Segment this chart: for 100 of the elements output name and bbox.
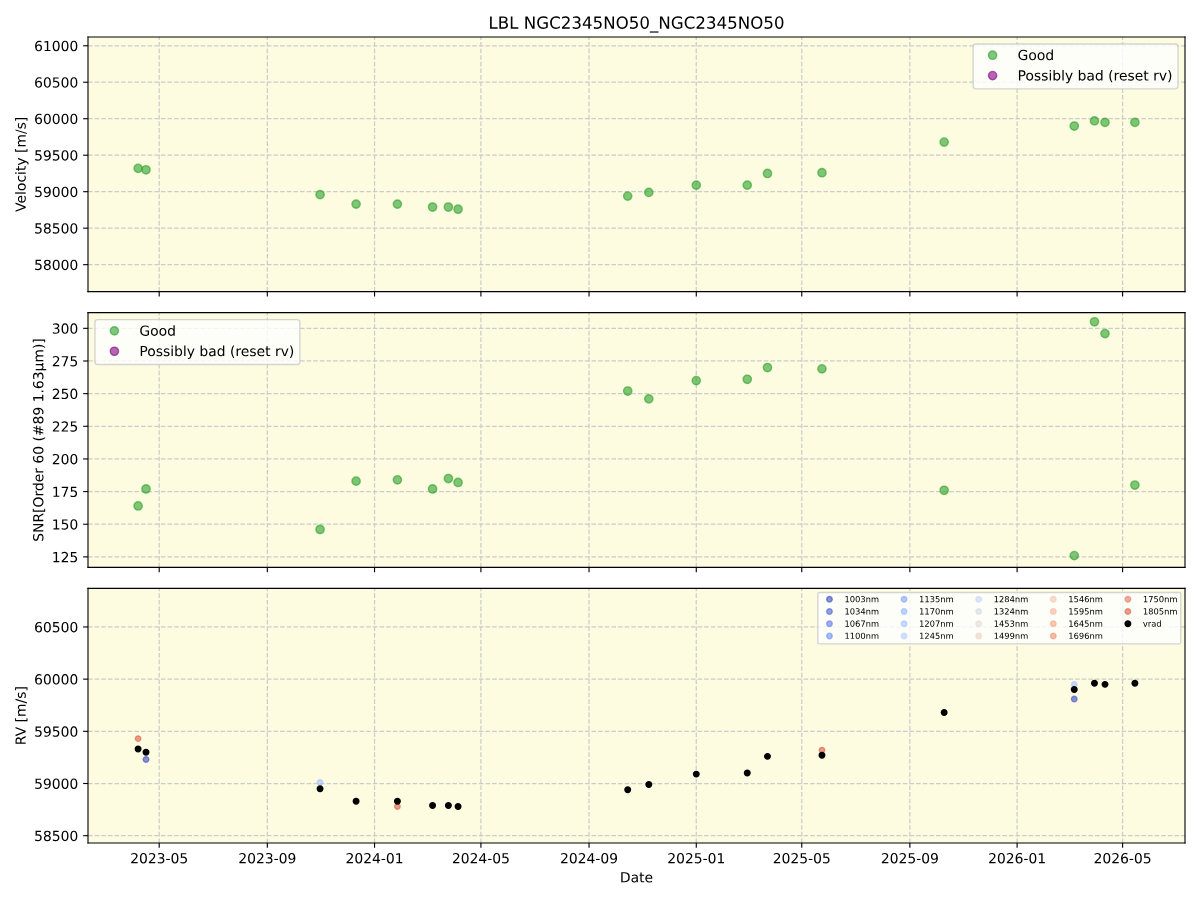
point — [444, 801, 452, 809]
point — [622, 386, 633, 396]
point — [392, 474, 403, 485]
legend-label: 1135nm — [919, 595, 953, 603]
y-tick-label: 250 — [52, 388, 78, 400]
point — [624, 786, 632, 794]
x-tick-label: 2025-09 — [881, 852, 938, 864]
x-tick-label: 2025-01 — [668, 852, 725, 864]
point — [351, 476, 361, 487]
point — [454, 802, 462, 810]
point — [1089, 116, 1100, 126]
point — [1130, 117, 1140, 128]
point — [315, 189, 325, 200]
x-tick-label: 2023-05 — [131, 852, 187, 864]
y-tick-label: 175 — [53, 486, 78, 498]
y-tick-label: 60500 — [35, 77, 78, 88]
point — [352, 797, 360, 805]
y-tick-label: 150 — [53, 519, 78, 530]
y-axis-title: SNR[Order 60 (#89 1.63μm)] — [32, 339, 47, 541]
legend-label: 1499nm — [994, 632, 1028, 639]
point — [742, 180, 753, 190]
chart-title: LBL NGC2345NO50_NGC2345NO50 — [490, 16, 784, 33]
point — [817, 167, 827, 178]
legend-label: Good — [140, 325, 175, 336]
legend-label: 1546nm — [1069, 595, 1103, 603]
y-tick-label: 59000 — [35, 186, 78, 198]
y-tick-label: 59500 — [35, 150, 78, 161]
legend-label: Possibly bad (reset rv) — [140, 345, 294, 359]
point — [1131, 679, 1139, 687]
point — [1070, 686, 1078, 694]
point — [453, 477, 463, 488]
point — [429, 801, 437, 809]
point — [453, 204, 463, 215]
point — [939, 137, 950, 147]
y-tick-label: 300 — [52, 323, 78, 334]
point — [141, 484, 151, 494]
legend-label: 1595nm — [1069, 608, 1103, 615]
y-tick-label: 200 — [52, 453, 78, 465]
point — [692, 770, 700, 778]
legend-label: 1003nm — [845, 595, 879, 603]
point — [762, 362, 773, 373]
legend-label: 1453nm — [994, 620, 1028, 627]
point — [1069, 550, 1080, 561]
x-tick-label: 2024-09 — [561, 852, 618, 864]
point — [762, 168, 773, 179]
legend-label: 1100nm — [845, 632, 879, 639]
x-tick-label: 2024-05 — [452, 852, 509, 864]
point — [134, 745, 142, 753]
point — [133, 501, 143, 511]
point — [691, 375, 702, 386]
point — [351, 199, 361, 209]
legend-label: 1750nm — [1143, 595, 1177, 603]
legend-label: 1284nm — [994, 595, 1028, 603]
y-tick-label: 58000 — [35, 259, 78, 271]
point — [141, 164, 151, 175]
point — [1100, 117, 1110, 128]
point — [1069, 121, 1080, 131]
y-axis-title: Velocity [m/s] — [15, 117, 29, 212]
point — [142, 748, 150, 756]
y-tick-label: 60500 — [35, 621, 78, 633]
point — [1090, 679, 1098, 687]
legend-label: 1245nm — [919, 632, 953, 639]
point — [691, 180, 702, 190]
point — [443, 473, 454, 484]
legend-label: 1696nm — [1069, 632, 1103, 639]
legend-label: Good — [1018, 49, 1053, 61]
point — [316, 785, 324, 793]
point — [939, 485, 950, 496]
y-tick-label: 60000 — [35, 113, 78, 125]
point — [645, 781, 653, 789]
point — [134, 735, 142, 743]
point — [392, 199, 403, 209]
y-tick-label: 58500 — [35, 223, 78, 234]
x-tick-label: 2026-01 — [989, 852, 1045, 864]
y-tick-label: 60000 — [35, 674, 78, 685]
point — [940, 709, 948, 717]
y-tick-label: 58500 — [35, 830, 78, 842]
legend-label: 1645nm — [1069, 620, 1103, 627]
legend-label: 1207nm — [919, 620, 953, 627]
y-axis-title: RV [m/s] — [15, 687, 28, 744]
point — [315, 524, 325, 535]
legend-label: 1034nm — [845, 608, 879, 615]
y-tick-label: 61000 — [35, 40, 78, 52]
point — [316, 778, 324, 786]
point — [142, 756, 150, 763]
x-tick-label: 2025-05 — [773, 852, 830, 864]
x-tick-label: 2024-01 — [346, 852, 403, 864]
legend-label: 1067nm — [845, 620, 879, 627]
x-tick-label: 2026-05 — [1094, 852, 1151, 864]
legend-label: vrad — [1143, 620, 1161, 627]
point — [443, 202, 454, 212]
point — [1089, 316, 1100, 327]
point — [763, 752, 771, 760]
point — [643, 187, 654, 198]
legend-label: 1170nm — [919, 608, 953, 615]
point — [1100, 328, 1110, 339]
point — [393, 797, 401, 805]
point — [743, 769, 751, 777]
x-tick-label: 2023-09 — [239, 852, 296, 864]
y-tick-label: 59500 — [35, 726, 78, 737]
